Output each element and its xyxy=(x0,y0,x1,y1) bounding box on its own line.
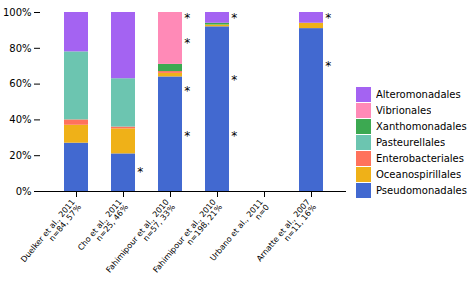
svg-text:0%: 0% xyxy=(16,186,32,197)
svg-text:*: * xyxy=(184,84,190,98)
svg-text:100%: 100% xyxy=(3,7,32,18)
svg-text:*: * xyxy=(325,11,331,25)
svg-text:Duelker et al., 2011n=84, 57%: Duelker et al., 2011n=84, 57% xyxy=(19,197,83,269)
svg-text:*: * xyxy=(231,11,237,25)
svg-text:Arnatte et al., 2007n=11, 16%: Arnatte et al., 2007n=11, 16% xyxy=(255,197,318,268)
svg-text:60%: 60% xyxy=(9,78,31,89)
svg-text:80%: 80% xyxy=(9,43,31,54)
svg-text:20%: 20% xyxy=(9,150,31,161)
svg-text:Fahimipour et al., 2010n=198,: Fahimipour et al., 2010n=198, 21% xyxy=(151,197,224,279)
svg-text:*: * xyxy=(184,129,190,143)
svg-text:*: * xyxy=(137,165,143,179)
svg-text:*: * xyxy=(325,59,331,73)
svg-text:40%: 40% xyxy=(9,114,31,125)
svg-text:*: * xyxy=(231,73,237,87)
svg-text:*: * xyxy=(231,129,237,143)
svg-text:*: * xyxy=(184,36,190,50)
svg-text:*: * xyxy=(184,11,190,25)
svg-text:Fahimipour et al., 2010n=57, 3: Fahimipour et al., 2010n=57, 33% xyxy=(104,197,177,279)
